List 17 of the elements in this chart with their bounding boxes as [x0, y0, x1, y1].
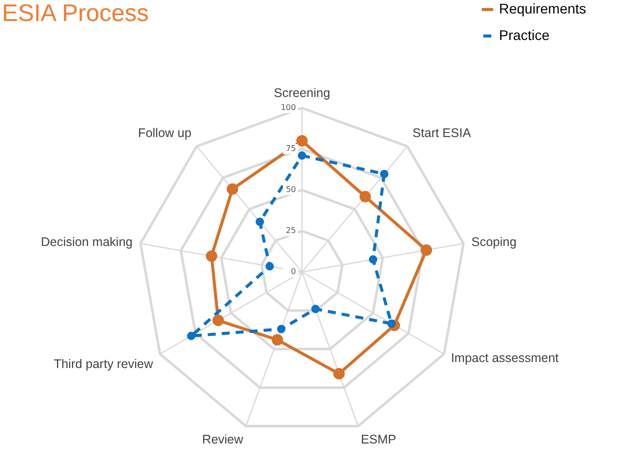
legend-label: Requirements: [499, 0, 586, 16]
spoke-label: Follow up: [138, 126, 192, 140]
y-tick-label: 50: [286, 185, 296, 194]
y-tick-label: 25: [286, 226, 296, 235]
y-tick-label: 75: [286, 144, 296, 153]
legend-label: Practice: [499, 27, 550, 43]
spoke-label: Impact assessment: [450, 351, 560, 365]
spoke-label: Scoping: [471, 235, 517, 250]
y-tick-label: 0: [290, 267, 296, 276]
spoke-label: Third party review: [54, 357, 154, 371]
spoke-label: Start ESIA: [412, 126, 472, 140]
y-tick-label: 100: [280, 103, 296, 112]
chart-title: ESIA Process: [2, 0, 149, 27]
spoke-label: Screening: [274, 86, 330, 100]
spoke-label: Review: [202, 432, 244, 447]
spoke-label: Decision making: [40, 235, 133, 250]
spoke-label: ESMP: [360, 432, 396, 447]
